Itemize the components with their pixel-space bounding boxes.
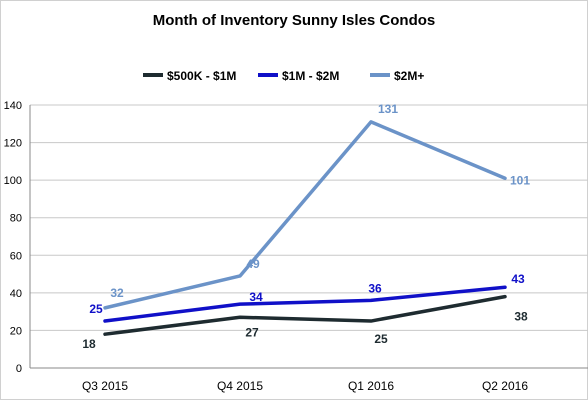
x-tick-label: Q3 2015	[82, 379, 128, 393]
legend: $500K - $1M $1M - $2M $2M+	[143, 69, 424, 83]
series-line	[103, 120, 507, 310]
data-label: 36	[368, 281, 382, 295]
x-tick-label: Q1 2016	[348, 379, 394, 393]
y-tick-label: 120	[4, 138, 22, 150]
series-line	[103, 294, 507, 336]
data-label: 18	[82, 337, 96, 351]
data-label: 43	[511, 272, 525, 286]
data-label: 27	[245, 325, 259, 339]
x-tick-label: Q2 2016	[482, 379, 528, 393]
data-label: 38	[514, 310, 528, 324]
y-tick-label: 20	[10, 325, 22, 337]
legend-label: $500K - $1M	[167, 69, 236, 83]
y-tick-label: 0	[16, 363, 22, 375]
data-label: 34	[249, 290, 263, 304]
y-tick-label: 140	[4, 100, 22, 112]
chart-title: Month of Inventory Sunny Isles Condos	[153, 12, 436, 29]
data-label: 101	[510, 173, 530, 187]
legend-label: $2M+	[394, 69, 424, 83]
x-tick-label: Q4 2015	[217, 379, 263, 393]
legend-label: $1M - $2M	[282, 69, 339, 83]
y-tick-label: 100	[4, 175, 22, 187]
axes: 0 20 40 60 80 100 120 140 Q3 2015 Q4 2015 Q1 2016 Q…	[4, 100, 529, 393]
data-label: 32	[110, 286, 124, 300]
y-tick-label: 40	[10, 288, 22, 300]
y-tick-label: 60	[10, 250, 22, 262]
data-label: 131	[378, 102, 398, 116]
data-label: 25	[374, 332, 388, 346]
data-label: 49	[246, 257, 260, 271]
series-line	[103, 285, 507, 323]
series-group: 18 27 25 38 25 34 36 43 32 49 131 101	[82, 102, 530, 351]
y-tick-label: 80	[10, 213, 22, 225]
data-label: 25	[89, 302, 103, 316]
